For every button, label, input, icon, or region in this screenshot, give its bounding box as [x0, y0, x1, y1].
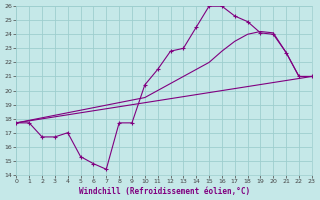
X-axis label: Windchill (Refroidissement éolien,°C): Windchill (Refroidissement éolien,°C): [78, 187, 250, 196]
